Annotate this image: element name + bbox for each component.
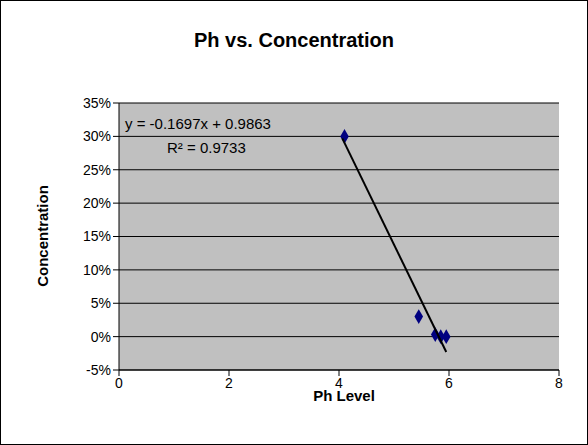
html-text:Ph vs. Concentration: Ph vs. Concentration bbox=[194, 29, 394, 51]
svg-text:10%: 10% bbox=[83, 262, 111, 278]
svg-text:20%: 20% bbox=[83, 195, 111, 211]
svg-text:5%: 5% bbox=[91, 295, 111, 311]
svg-text:0: 0 bbox=[115, 375, 123, 391]
html-text:Concentration: Concentration bbox=[33, 185, 51, 287]
svg-text:2: 2 bbox=[225, 375, 233, 391]
svg-text:35%: 35% bbox=[83, 95, 111, 111]
svg-text:0%: 0% bbox=[91, 329, 111, 345]
svg-text:15%: 15% bbox=[83, 228, 111, 244]
html-text:Ph Level: Ph Level bbox=[313, 387, 375, 404]
svg-text:6: 6 bbox=[445, 375, 453, 391]
svg-text:-5%: -5% bbox=[86, 362, 111, 378]
svg-text:25%: 25% bbox=[83, 162, 111, 178]
svg-text:30%: 30% bbox=[83, 128, 111, 144]
html-text:R² = 0.9733: R² = 0.9733 bbox=[167, 139, 246, 156]
html-text:y = -0.1697x + 0.9863: y = -0.1697x + 0.9863 bbox=[125, 115, 271, 132]
svg-text:4: 4 bbox=[335, 374, 343, 391]
svg-text:8: 8 bbox=[555, 375, 563, 391]
